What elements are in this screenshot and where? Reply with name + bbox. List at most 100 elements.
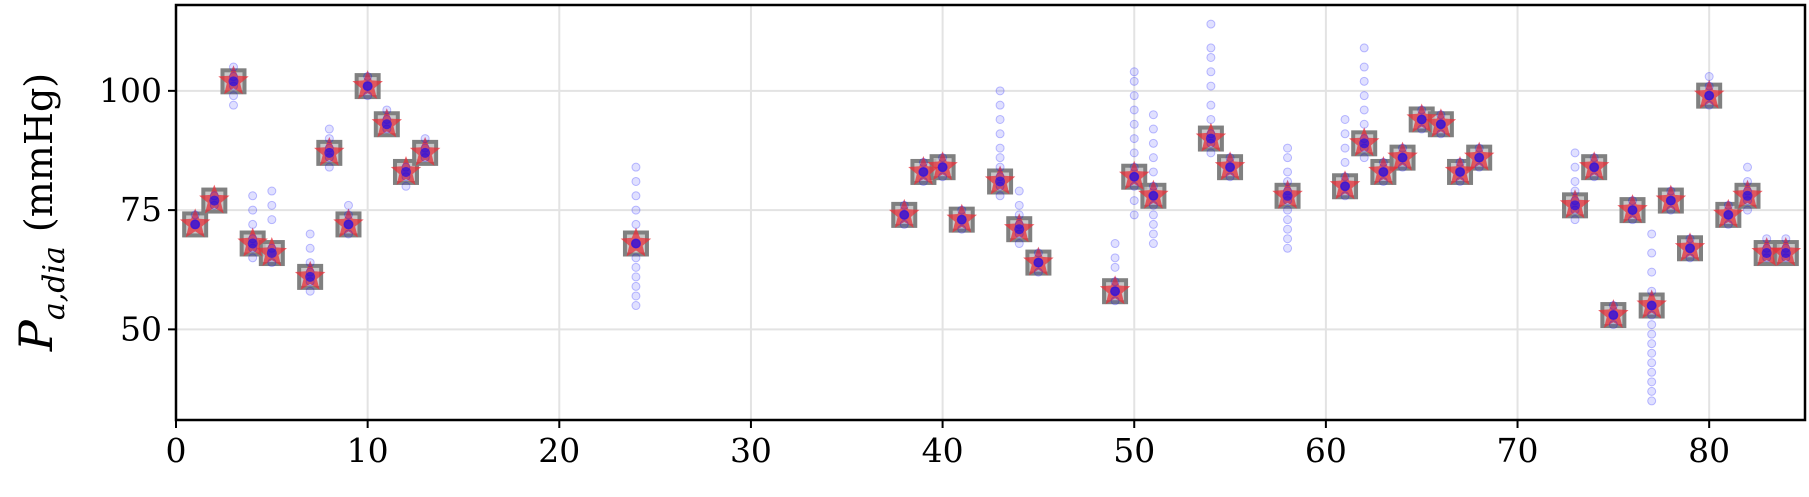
sample-point xyxy=(343,210,353,220)
sample-point xyxy=(1129,210,1139,220)
sample-point xyxy=(1647,377,1657,387)
sample-point xyxy=(995,129,1005,139)
sample-core-point xyxy=(1225,162,1236,173)
sample-point xyxy=(1359,62,1369,72)
sample-point xyxy=(1359,119,1369,129)
sample-point xyxy=(1129,148,1139,158)
y-axis-subscript: a,dia xyxy=(37,246,72,320)
x-tick-label: 70 xyxy=(1497,431,1539,470)
sample-point xyxy=(957,224,967,234)
sample-point xyxy=(343,200,353,210)
sample-core-point xyxy=(995,176,1006,187)
sample-point xyxy=(363,72,373,82)
sample-point xyxy=(267,186,277,196)
sample-point xyxy=(995,153,1005,163)
sample-point xyxy=(1666,205,1676,215)
sample-point xyxy=(1666,186,1676,196)
sample-point xyxy=(1129,162,1139,172)
sample-point xyxy=(1148,110,1158,120)
sample-point xyxy=(324,124,334,134)
sample-point xyxy=(1359,153,1369,163)
sample-point xyxy=(1608,320,1618,330)
sample-point xyxy=(899,219,909,229)
sample-point xyxy=(1398,143,1408,153)
sample-core-point xyxy=(1397,152,1408,163)
sample-core-point xyxy=(1627,205,1638,216)
sample-point xyxy=(1723,200,1733,210)
sample-point xyxy=(1148,219,1158,229)
sample-point xyxy=(1570,162,1580,172)
sample-point xyxy=(1570,148,1580,158)
sample-point xyxy=(1110,277,1120,287)
sample-point xyxy=(1110,239,1120,249)
sample-point xyxy=(1647,229,1657,239)
sample-point xyxy=(899,200,909,210)
sample-point xyxy=(631,281,641,291)
sample-core-point xyxy=(1685,243,1696,254)
sample-core-point xyxy=(343,219,354,230)
sample-point xyxy=(1647,267,1657,277)
sample-point xyxy=(324,162,334,172)
sample-core-point xyxy=(1129,171,1140,182)
sample-point xyxy=(1704,100,1714,110)
sample-point xyxy=(190,210,200,220)
sample-core-point xyxy=(1205,133,1216,144)
sample-point xyxy=(938,153,948,163)
sample-core-point xyxy=(937,162,948,173)
sample-point xyxy=(1148,200,1158,210)
sample-point xyxy=(1283,143,1293,153)
sample-point xyxy=(1647,348,1657,358)
sample-point xyxy=(1647,386,1657,396)
sample-point xyxy=(995,143,1005,153)
sample-point xyxy=(1206,100,1216,110)
sample-core-point xyxy=(1435,119,1446,130)
plot-area xyxy=(179,19,1802,406)
sample-point xyxy=(631,253,641,263)
sample-core-point xyxy=(266,248,277,259)
sample-point xyxy=(1014,210,1024,220)
sample-point xyxy=(995,114,1005,124)
sample-point xyxy=(1148,210,1158,220)
sample-point xyxy=(631,219,641,229)
sample-point xyxy=(1359,91,1369,101)
sample-core-point xyxy=(1646,300,1657,311)
sample-core-point xyxy=(1570,200,1581,211)
sample-core-point xyxy=(1033,257,1044,268)
sample-point xyxy=(631,176,641,186)
sample-point xyxy=(1743,205,1753,215)
sample-core-point xyxy=(190,219,201,230)
sample-core-point xyxy=(1608,310,1619,321)
sample-core-point xyxy=(630,238,641,249)
sample-point xyxy=(1570,215,1580,225)
sample-point xyxy=(343,229,353,239)
sample-point xyxy=(918,176,928,186)
sample-point xyxy=(1206,148,1216,158)
sample-point xyxy=(1033,267,1043,277)
sample-point xyxy=(1340,143,1350,153)
sample-point xyxy=(1206,43,1216,53)
sample-point xyxy=(1283,153,1293,163)
sample-point xyxy=(1148,181,1158,191)
sample-core-point xyxy=(228,76,239,87)
sample-point xyxy=(1647,329,1657,339)
sample-core-point xyxy=(1474,152,1485,163)
sample-point xyxy=(1206,81,1216,91)
sample-core-point xyxy=(1704,90,1715,101)
sample-point xyxy=(1474,143,1484,153)
sample-point xyxy=(1704,81,1714,91)
sample-point xyxy=(324,134,334,144)
sample-point xyxy=(1340,114,1350,124)
sample-core-point xyxy=(1282,190,1293,201)
sample-point xyxy=(1206,67,1216,77)
sample-point xyxy=(631,205,641,215)
sample-point xyxy=(918,157,928,167)
sample-point xyxy=(1359,105,1369,115)
sample-point xyxy=(1340,172,1350,182)
sample-point xyxy=(1014,239,1024,249)
sample-point xyxy=(631,162,641,172)
sample-point xyxy=(1398,162,1408,172)
sample-point xyxy=(248,191,258,201)
sample-point xyxy=(938,172,948,182)
sample-point xyxy=(1685,234,1695,244)
